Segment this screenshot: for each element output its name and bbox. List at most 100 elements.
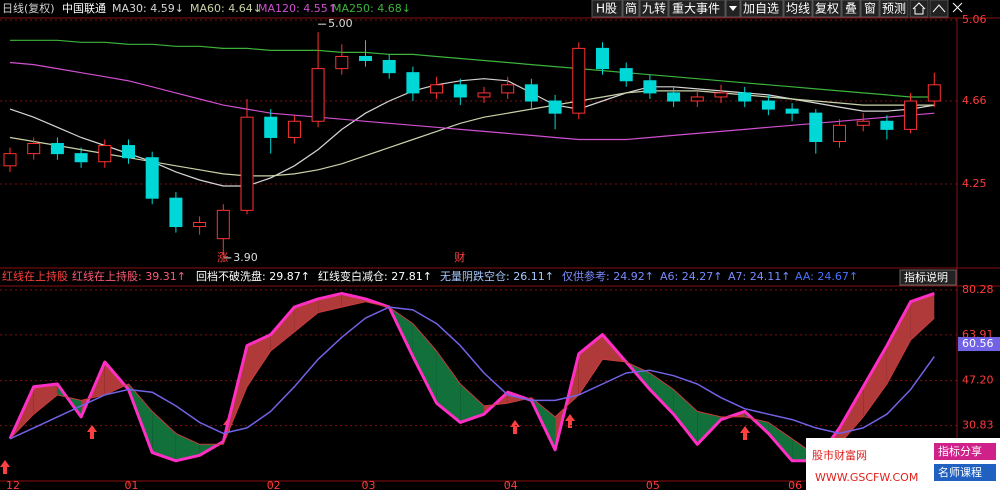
arrow: [87, 425, 97, 439]
arrow: [565, 414, 575, 428]
indicator-label: 无量阴跌空仓: 26.11↑: [440, 269, 554, 283]
indicator-label: 红线在上持股: [2, 269, 68, 283]
button[interactable]: [812, 0, 842, 18]
fill-band: [33, 383, 58, 415]
low-label: 3.90: [233, 251, 257, 264]
toolbar: H股 简 九转 重大事件 加自选 均线 复权 叠 窗 预测: [591, 0, 963, 18]
candle-body: [311, 68, 325, 122]
fill-band: [247, 334, 271, 387]
candle-body: [382, 60, 396, 74]
button[interactable]: [639, 0, 669, 18]
candle-body: [904, 100, 918, 130]
y-tick-label: 4.66: [962, 94, 987, 107]
candle-body: [690, 96, 704, 102]
candle-body: [619, 68, 633, 82]
fill-band: [886, 301, 911, 384]
button-label[interactable]: 九转: [642, 1, 666, 16]
button[interactable]: [622, 0, 640, 18]
fill-band: [673, 389, 698, 445]
button-label[interactable]: 指标说明: [904, 270, 948, 284]
candle-body: [643, 80, 657, 94]
button-label[interactable]: 简: [625, 2, 637, 16]
tag-box: [934, 464, 996, 481]
up-button[interactable]: [929, 0, 949, 18]
legend-entry: MA120: 4.55↑: [258, 2, 337, 15]
button[interactable]: [591, 0, 623, 18]
candle-body: [50, 143, 64, 155]
high-label: 5.00: [328, 17, 353, 30]
fill-band: [839, 386, 864, 445]
event-marker: 涨: [217, 251, 228, 264]
indicator-line: [8, 291, 935, 463]
x-tick-label: 12: [6, 479, 20, 490]
candle-body: [98, 145, 112, 163]
button-label[interactable]: 复权: [815, 2, 839, 16]
button[interactable]: [899, 269, 957, 286]
dropdown-arrow[interactable]: [729, 6, 737, 11]
candle-body: [856, 120, 870, 126]
watermark-site: 股市财富网: [812, 448, 867, 462]
ma-line: [9, 61, 935, 141]
fill-band: [436, 351, 461, 423]
candle-body: [406, 72, 420, 94]
candle-body: [240, 116, 254, 211]
fill-band: [294, 298, 319, 332]
candle-body: [785, 108, 799, 114]
button[interactable]: [841, 0, 861, 18]
fill-band: [649, 372, 674, 415]
up-icon[interactable]: [932, 4, 946, 13]
fill-band: [460, 383, 484, 423]
candle-body: [833, 124, 846, 142]
legend-entry: MA30: 4.59↓: [112, 2, 184, 15]
candle-body: [193, 221, 207, 228]
button-label[interactable]: 预测: [882, 2, 906, 16]
x-tick-label: 04: [504, 479, 518, 490]
ma-line: [9, 78, 935, 187]
button-label[interactable]: 重大事件: [672, 2, 720, 16]
indicator-label: A6: 24.27↑: [660, 270, 722, 283]
fill-band: [270, 307, 295, 352]
button-label[interactable]: 均线: [786, 2, 810, 16]
candle-body: [761, 100, 775, 110]
ma-line: [9, 90, 935, 177]
close-icon[interactable]: [952, 2, 963, 13]
button[interactable]: [668, 0, 726, 18]
candle-body: [524, 84, 538, 102]
indicator-label: 红线变白减仓: 27.81↑: [318, 269, 432, 283]
tag-box: [934, 443, 996, 460]
candle-body: [145, 157, 159, 199]
candle-body: [216, 209, 230, 240]
tag: 名师课程: [938, 465, 982, 479]
candle-body: [548, 100, 562, 114]
candle-body: [287, 120, 301, 138]
fill-band: [152, 411, 176, 461]
candle-body: [809, 112, 823, 143]
home-icon[interactable]: [912, 2, 926, 15]
legend-entry: MA250: 4.68↓: [332, 2, 411, 15]
button-label[interactable]: H股: [596, 2, 617, 16]
y-tick-label: 80.28: [962, 283, 994, 296]
legend-entry: MA60: 4.64↓: [190, 2, 262, 15]
button-label[interactable]: 窗: [864, 2, 876, 16]
fill-band: [175, 433, 200, 461]
button[interactable]: [860, 0, 880, 18]
candle-body: [430, 84, 444, 94]
button[interactable]: [879, 0, 909, 18]
x-tick-label: 02: [267, 479, 281, 490]
candle-body: [335, 55, 349, 70]
candle-body: [74, 153, 88, 163]
candle-body: [264, 116, 278, 138]
candle-body: [359, 55, 372, 62]
period: 日线(复权): [2, 1, 55, 15]
button[interactable]: [783, 0, 813, 18]
stock-name: 中国联通: [62, 2, 106, 15]
button-label[interactable]: 加自选: [743, 2, 779, 16]
fill-band: [768, 422, 793, 461]
current-value-badge: [958, 337, 1000, 352]
button[interactable]: [740, 0, 784, 18]
candle-body: [453, 84, 467, 98]
button-label[interactable]: 叠: [845, 2, 857, 16]
